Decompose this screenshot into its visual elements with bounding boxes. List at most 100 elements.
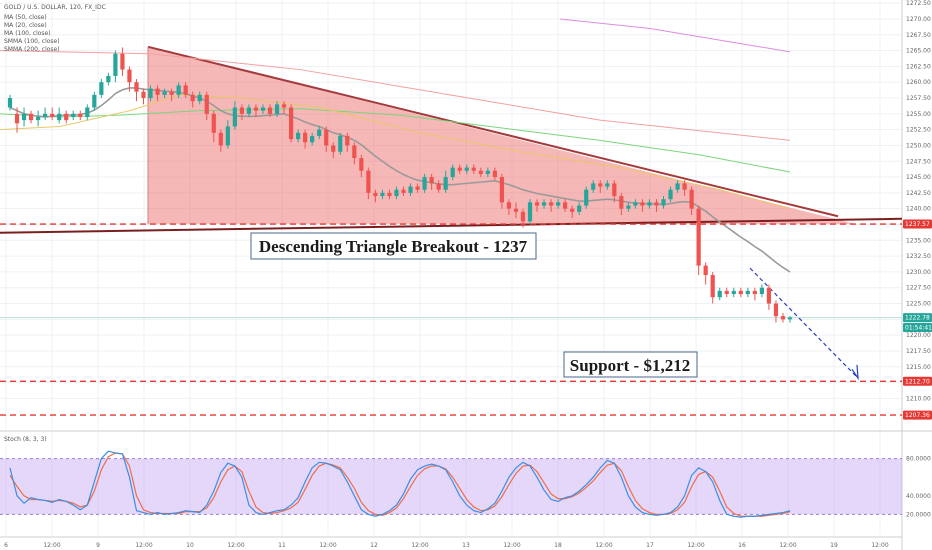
candle-body [415, 186, 420, 190]
candle-body [605, 183, 610, 187]
price-tick: 1232.50 [906, 253, 931, 260]
stochastic-oscillator [0, 450, 902, 518]
candle-body [598, 183, 603, 187]
price-tick: 1267.50 [906, 32, 931, 39]
candle-body [429, 177, 434, 184]
candle-body [738, 290, 743, 295]
candle-body [724, 290, 729, 295]
candle-body [584, 189, 589, 206]
candle-body [141, 91, 146, 99]
price-badge-label: 1237.57 [905, 221, 930, 228]
candle-body [36, 116, 41, 121]
price-tick: 1245.00 [906, 174, 931, 181]
price-tick: 1260.00 [906, 79, 931, 86]
candle-body [534, 202, 540, 206]
price-tick: 1257.50 [906, 95, 931, 102]
smma-100-line [0, 94, 791, 210]
candle-body [99, 82, 104, 95]
candle-body [577, 205, 582, 212]
time-tick: 9 [96, 542, 100, 549]
candle-body [7, 98, 13, 108]
price-tick: 1215.00 [906, 364, 931, 371]
projection-arrow-head [851, 364, 859, 381]
price-badge-label: 1222.78 [905, 315, 930, 322]
candle-body [422, 177, 427, 190]
candle-body [506, 202, 512, 209]
descending-resistance-line [147, 45, 839, 218]
price-badge [903, 323, 932, 333]
candle-body [752, 290, 757, 295]
price-tick: 1247.50 [906, 158, 931, 165]
candle-body [359, 158, 364, 171]
legend-entry: MA (50, close) [4, 14, 47, 21]
candle-body [556, 202, 561, 206]
time-tick: 17 [646, 542, 654, 549]
legend-entry: SMMA (100, close) [4, 38, 60, 45]
candle-body [148, 88, 153, 99]
ma-100-line [0, 50, 791, 141]
candle-body [239, 107, 244, 114]
time-tick: 12:00 [871, 542, 888, 549]
time-tick: 11 [278, 542, 286, 549]
candle-body [274, 104, 280, 114]
price-tick: 1225.00 [906, 301, 931, 308]
smma-200-line [559, 18, 791, 53]
candle-body [127, 69, 132, 83]
stoch-label: Stoch (8, 3, 3) [4, 436, 47, 443]
candle-body [766, 287, 772, 304]
candle-body [471, 167, 476, 171]
candle-body [296, 132, 301, 140]
candle-body [570, 208, 575, 212]
candle-body [288, 107, 294, 140]
price-tick: 1272.50 [906, 0, 931, 7]
candle-body [71, 113, 76, 117]
candle-body [675, 183, 680, 190]
candle-body [260, 107, 266, 111]
candle-body [78, 113, 83, 117]
price-tick: 1252.50 [906, 127, 931, 134]
candle-body [14, 113, 20, 124]
price-tick: 1262.50 [906, 63, 931, 70]
candle-body [773, 303, 779, 317]
candle-body [106, 75, 111, 83]
candle-body [450, 167, 455, 178]
candle-body [281, 104, 287, 108]
candle-body [457, 167, 462, 171]
candle-body [380, 192, 385, 197]
candle-body [218, 132, 223, 146]
price-axis: 1272.50 1270.00 1267.50 1265.00 1262.50 1260.… [906, 0, 931, 518]
time-tick: 19 [830, 542, 838, 549]
candle-body [85, 107, 90, 117]
candle-body [394, 189, 399, 197]
candle-body [717, 290, 722, 298]
candle-body [661, 199, 666, 206]
candles [7, 47, 793, 323]
candle-body [548, 202, 554, 206]
breakout-trendline [0, 217, 903, 234]
breakout-annotation: Descending Triangle Breakout - 1237 [250, 232, 537, 260]
stoch-tick: 80.0000 [906, 456, 931, 463]
candle-body [310, 135, 315, 143]
price-badge [903, 410, 932, 420]
candle-body [443, 177, 448, 190]
candle-body [303, 132, 308, 143]
candle-body [64, 113, 69, 121]
support-annotation: Support - $1,212 [563, 351, 698, 378]
candle-body [246, 107, 252, 114]
price-tick: 1220.00 [906, 332, 931, 339]
candle-body [204, 94, 209, 114]
price-tick: 1270.00 [906, 16, 931, 23]
time-tick: 12:00 [595, 542, 612, 549]
candle-body [563, 202, 568, 209]
candle-body [162, 91, 167, 95]
time-tick: 12:00 [411, 542, 428, 549]
candle-body [408, 186, 413, 193]
candle-body [689, 189, 694, 209]
stoch-band [0, 458, 902, 515]
candle-body [253, 107, 259, 111]
price-tick: 1255.00 [906, 111, 931, 118]
candle-body [176, 85, 181, 95]
candle-body [113, 53, 118, 76]
candle-body [668, 189, 673, 200]
